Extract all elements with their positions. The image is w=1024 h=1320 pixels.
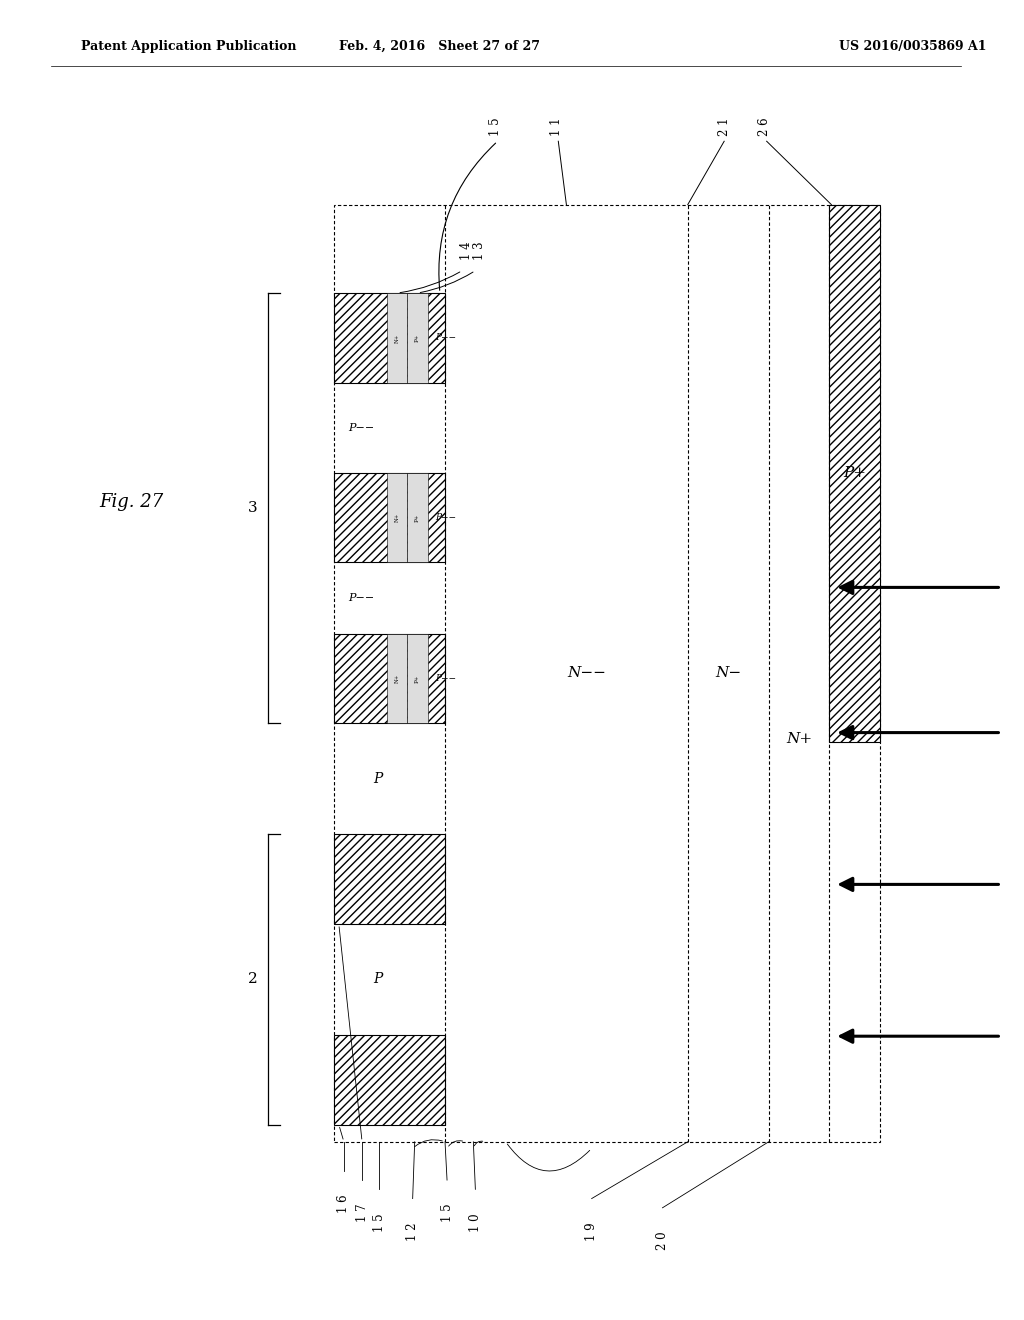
Text: 1 9: 1 9 bbox=[585, 1222, 598, 1241]
Text: P−−: P−− bbox=[435, 334, 457, 342]
Text: P−−: P−− bbox=[348, 422, 375, 433]
Bar bbox=[334, 205, 880, 1142]
Text: 2 1: 2 1 bbox=[718, 117, 731, 136]
Text: 3: 3 bbox=[248, 502, 258, 515]
Bar bbox=[334, 473, 445, 562]
Bar bbox=[334, 1035, 445, 1125]
Text: N+: N+ bbox=[786, 733, 812, 746]
Text: 2: 2 bbox=[248, 973, 258, 986]
Text: 1 0: 1 0 bbox=[469, 1213, 482, 1232]
Text: 1 5: 1 5 bbox=[373, 1213, 386, 1232]
Text: N+: N+ bbox=[395, 512, 399, 523]
Text: 1 2: 1 2 bbox=[407, 1222, 419, 1241]
Bar bbox=[334, 634, 445, 723]
Text: N+: N+ bbox=[395, 333, 399, 343]
Text: N+: N+ bbox=[395, 673, 399, 684]
Text: 2 0: 2 0 bbox=[656, 1232, 669, 1250]
Text: P+: P+ bbox=[843, 466, 866, 480]
Text: N−−: N−− bbox=[567, 667, 606, 680]
Text: 1 6: 1 6 bbox=[337, 1195, 350, 1213]
Bar bbox=[829, 205, 880, 742]
Text: P−−: P−− bbox=[435, 513, 457, 521]
Bar bbox=[387, 634, 408, 723]
Bar bbox=[408, 293, 428, 383]
Text: Patent Application Publication: Patent Application Publication bbox=[81, 40, 296, 53]
Bar bbox=[387, 473, 408, 562]
Text: 1 5: 1 5 bbox=[489, 117, 502, 136]
Bar bbox=[334, 834, 445, 924]
Text: N−: N− bbox=[715, 667, 741, 680]
Text: P: P bbox=[374, 772, 383, 785]
Text: 1 5: 1 5 bbox=[440, 1204, 454, 1222]
Text: 1 4: 1 4 bbox=[460, 242, 473, 260]
Text: P+: P+ bbox=[415, 513, 420, 521]
Text: P+: P+ bbox=[415, 675, 420, 682]
Bar bbox=[387, 293, 408, 383]
Text: P−−: P−− bbox=[435, 675, 457, 682]
Text: 1 3: 1 3 bbox=[473, 242, 486, 260]
Text: 1 7: 1 7 bbox=[355, 1204, 369, 1222]
Text: P+: P+ bbox=[415, 334, 420, 342]
Text: 2 6: 2 6 bbox=[758, 117, 771, 136]
Text: P−−: P−− bbox=[348, 593, 375, 603]
Text: US 2016/0035869 A1: US 2016/0035869 A1 bbox=[840, 40, 987, 53]
Bar bbox=[408, 634, 428, 723]
Text: Feb. 4, 2016   Sheet 27 of 27: Feb. 4, 2016 Sheet 27 of 27 bbox=[340, 40, 541, 53]
Text: Fig. 27: Fig. 27 bbox=[99, 492, 164, 511]
Text: 1 1: 1 1 bbox=[550, 117, 563, 136]
Text: P: P bbox=[374, 973, 383, 986]
Bar bbox=[334, 293, 445, 383]
Bar bbox=[408, 473, 428, 562]
